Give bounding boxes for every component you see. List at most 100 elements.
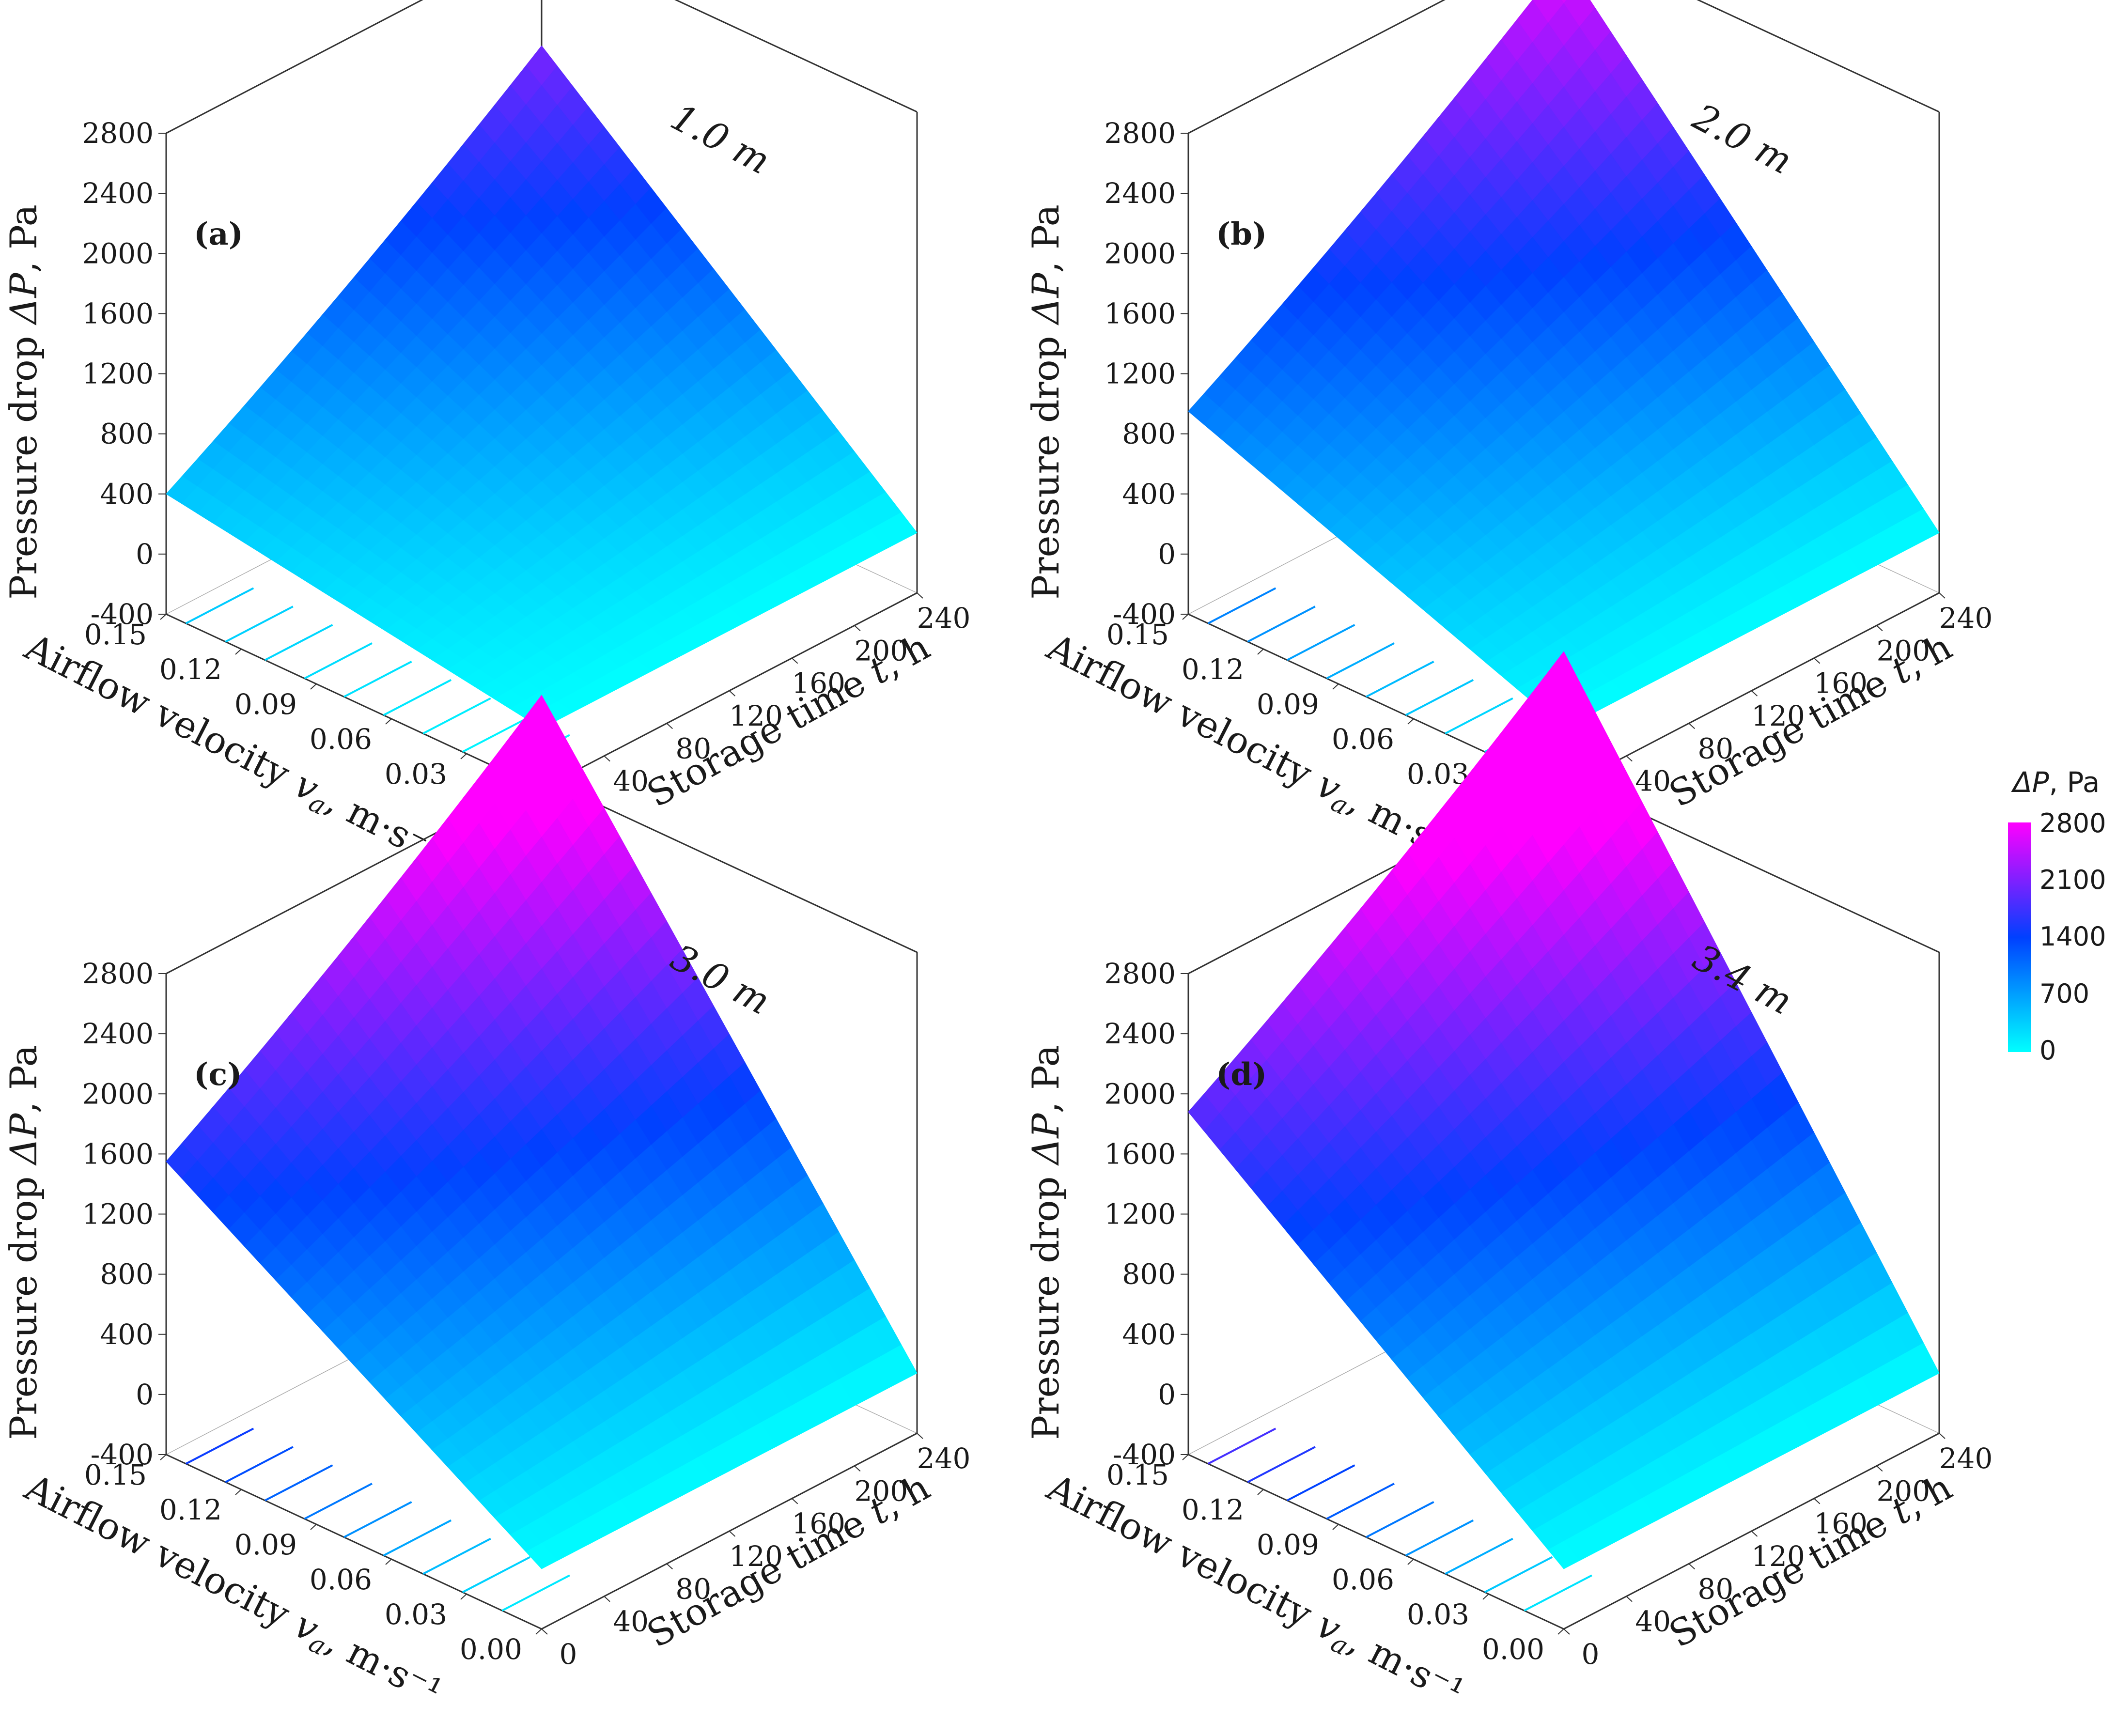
z-axis-title: Pressure drop ΔP, Pa xyxy=(2,204,45,600)
x-tick-label: 240 xyxy=(917,1442,971,1475)
z-tick-label: 1200 xyxy=(1104,1198,1176,1231)
z-tick-label: 800 xyxy=(100,418,154,450)
box-edge-top-right xyxy=(674,0,918,113)
y-tick-label: 0.09 xyxy=(234,688,297,721)
floor-contour-line xyxy=(1366,661,1434,698)
x-tick-mark xyxy=(1751,690,1758,697)
y-tick-mark xyxy=(1407,1559,1414,1565)
z-axis-title: Pressure drop ΔP, Pa xyxy=(1024,1045,1067,1440)
floor-contour-line xyxy=(1326,1483,1395,1520)
z-tick-label: 0 xyxy=(136,1378,154,1411)
floor-contour-line xyxy=(343,661,412,698)
panel-c: 0 40 80 120 160 200 240 0.00 0.03 0.06 0.09 0.12 0.1… xyxy=(2,695,971,1713)
floor-contour-line xyxy=(462,1556,531,1593)
x-tick-label: 120 xyxy=(729,1540,783,1573)
floor-contour-line xyxy=(304,1483,373,1520)
z-tick-label: 400 xyxy=(100,478,154,511)
z-tick-label: 1600 xyxy=(82,297,154,330)
panel-label: (d) xyxy=(1216,1056,1267,1093)
x-tick-mark xyxy=(666,1563,673,1570)
pressure-surface xyxy=(1188,0,1940,729)
x-tick-label: 120 xyxy=(1751,1540,1805,1573)
z-tick-label: 800 xyxy=(100,1258,154,1291)
y-tick-label: 0.12 xyxy=(1182,1493,1244,1526)
colorbar-tick: 1400 xyxy=(2039,921,2106,952)
x-tick-label: 40 xyxy=(613,1605,649,1638)
z-tick-label: 2800 xyxy=(82,117,154,150)
y-tick-label: 0.06 xyxy=(310,723,372,756)
y-tick-label: 0.15 xyxy=(1106,1458,1169,1491)
surface-patch xyxy=(525,1543,558,1569)
y-tick-label: 0.15 xyxy=(84,618,147,651)
y-tick-label: 0.09 xyxy=(1257,1528,1319,1561)
floor-contour-line xyxy=(422,1537,491,1575)
x-tick-label: 160 xyxy=(1814,667,1868,700)
y-tick-mark xyxy=(1257,1489,1264,1495)
z-tick-label: 2800 xyxy=(1104,957,1176,990)
x-tick-mark xyxy=(1688,1563,1696,1570)
floor-contour-line xyxy=(225,605,294,643)
panel-label: (a) xyxy=(194,216,243,252)
x-tick-label: 200 xyxy=(1876,1474,1930,1507)
pressure-surface xyxy=(1188,651,1940,1569)
box-edge-top-left xyxy=(166,0,423,134)
box-edge-top-right xyxy=(541,777,918,953)
floor-contour-line xyxy=(1287,624,1355,661)
y-axis-line xyxy=(166,1454,542,1630)
x-tick-mark xyxy=(541,1628,548,1635)
floor-contour-line xyxy=(1366,1501,1434,1538)
box-edge-top-left xyxy=(1188,0,1446,134)
x-tick-label: 120 xyxy=(1751,699,1805,732)
z-tick-label: 2000 xyxy=(1104,237,1176,270)
x-tick-label: 200 xyxy=(1876,634,1930,667)
x-tick-label: 200 xyxy=(854,1474,908,1507)
y-tick-mark xyxy=(1257,649,1264,655)
y-tick-label: 0.03 xyxy=(1407,1598,1469,1631)
floor-contour-line xyxy=(1207,587,1276,624)
x-tick-mark xyxy=(1688,723,1696,729)
z-tick-label: 1200 xyxy=(1104,357,1176,390)
y-tick-mark xyxy=(1182,1454,1189,1460)
floor-contour-line xyxy=(265,624,333,661)
surface-patch xyxy=(1561,0,1567,4)
floor-contour-line xyxy=(185,587,254,624)
z-tick-label: 2800 xyxy=(82,957,154,990)
z-tick-label: -400 xyxy=(1113,1438,1176,1471)
z-tick-label: 400 xyxy=(1122,1318,1176,1351)
y-tick-label: 0.03 xyxy=(385,758,447,790)
floor-contour-line xyxy=(225,1446,294,1483)
y-axis-title: Airflow velocity va, m·s⁻¹ xyxy=(1038,1465,1471,1717)
z-tick-label: -400 xyxy=(91,598,154,631)
y-tick-mark xyxy=(1332,683,1339,690)
x-tick-mark xyxy=(917,1433,923,1439)
y-axis-title: Airflow velocity va, m·s⁻¹ xyxy=(16,625,449,877)
y-tick-mark xyxy=(385,718,392,725)
z-tick-label: 800 xyxy=(1122,1258,1176,1291)
panel-label: (c) xyxy=(194,1056,242,1093)
x-tick-mark xyxy=(1813,1498,1821,1504)
x-tick-mark xyxy=(729,1531,736,1537)
x-tick-mark xyxy=(791,1498,798,1504)
x-tick-mark xyxy=(604,1596,610,1602)
y-axis-line xyxy=(1188,1454,1564,1630)
x-tick-mark xyxy=(1751,1531,1758,1537)
z-tick-label: 1600 xyxy=(1104,297,1176,330)
z-tick-label: 2000 xyxy=(1104,1077,1176,1110)
height-label: 2.0 m xyxy=(1686,95,1799,183)
y-axis-title: Airflow velocity va, m·s⁻¹ xyxy=(1038,625,1471,877)
y-tick-mark xyxy=(310,683,317,690)
y-tick-label: 0.09 xyxy=(234,1528,297,1561)
x-tick-mark xyxy=(1939,592,1946,599)
x-tick-mark xyxy=(791,657,798,664)
z-axis-title: Pressure drop ΔP, Pa xyxy=(2,1045,45,1440)
colorbar-tick: 700 xyxy=(2039,978,2089,1009)
floor-contour-line xyxy=(1287,1464,1355,1502)
floor-contour-line xyxy=(1326,642,1395,680)
y-tick-label: 0.03 xyxy=(385,1598,447,1631)
colorbar: ΔP, Pa 2800 2100 1400 700 0 xyxy=(2008,766,2106,1066)
x-tick-label: 160 xyxy=(792,667,845,700)
x-tick-mark xyxy=(666,723,673,729)
y-tick-mark xyxy=(385,1559,392,1565)
x-tick-label: 240 xyxy=(917,602,971,635)
